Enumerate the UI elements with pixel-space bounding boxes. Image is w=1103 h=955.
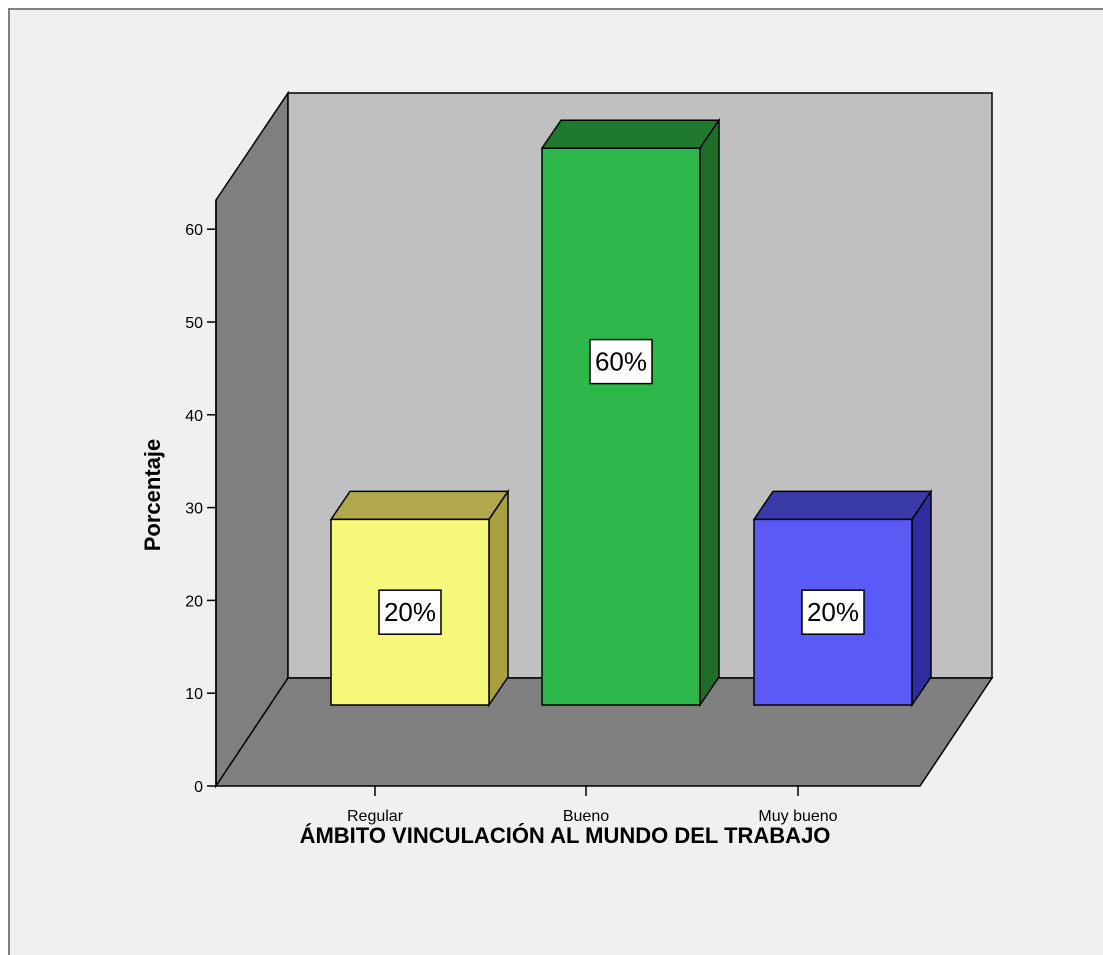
y-tick-label: 30 [185, 501, 203, 518]
data-label-box [589, 338, 653, 385]
bar-side-face [488, 488, 509, 708]
bar-front-face [753, 518, 913, 706]
data-label: 60% [595, 347, 647, 377]
bar-front-face [541, 147, 701, 706]
x-tick-label: Bueno [563, 808, 609, 825]
bar-muy-bueno: 20% [752, 488, 933, 708]
x-axis-labels: Regular Bueno Muy bueno [347, 786, 838, 825]
y-tick-label: 20 [185, 593, 203, 610]
y-axis-title: Porcentaje [140, 439, 165, 552]
bars: 20% 60% 20% [329, 117, 933, 708]
y-tick-label: 40 [185, 408, 203, 425]
y-tick-label: 0 [194, 779, 203, 796]
x-tick-label: Regular [347, 808, 404, 825]
y-tick-label: 50 [185, 315, 203, 332]
bar-top-face [752, 490, 933, 521]
y-tick-label: 60 [185, 222, 203, 239]
x-tick-label: Muy bueno [758, 808, 837, 825]
bar-side-face [699, 117, 720, 708]
chart-side-wall [215, 90, 289, 789]
y-axis-ticks: 0 10 20 30 40 50 60 [185, 222, 216, 796]
y-tick-label: 10 [185, 686, 203, 703]
data-label-box [378, 589, 442, 635]
data-label: 20% [384, 597, 436, 627]
bar-bueno: 60% [540, 117, 721, 708]
x-axis-title: ÁMBITO VINCULACIÓN AL MUNDO DEL TRABAJO [300, 823, 831, 848]
data-label-box [801, 589, 865, 635]
data-label: 20% [807, 597, 859, 627]
bar-side-face [911, 488, 932, 708]
bar-top-face [540, 119, 721, 149]
bar-top-face [329, 490, 510, 521]
bar-regular: 20% [329, 488, 510, 708]
